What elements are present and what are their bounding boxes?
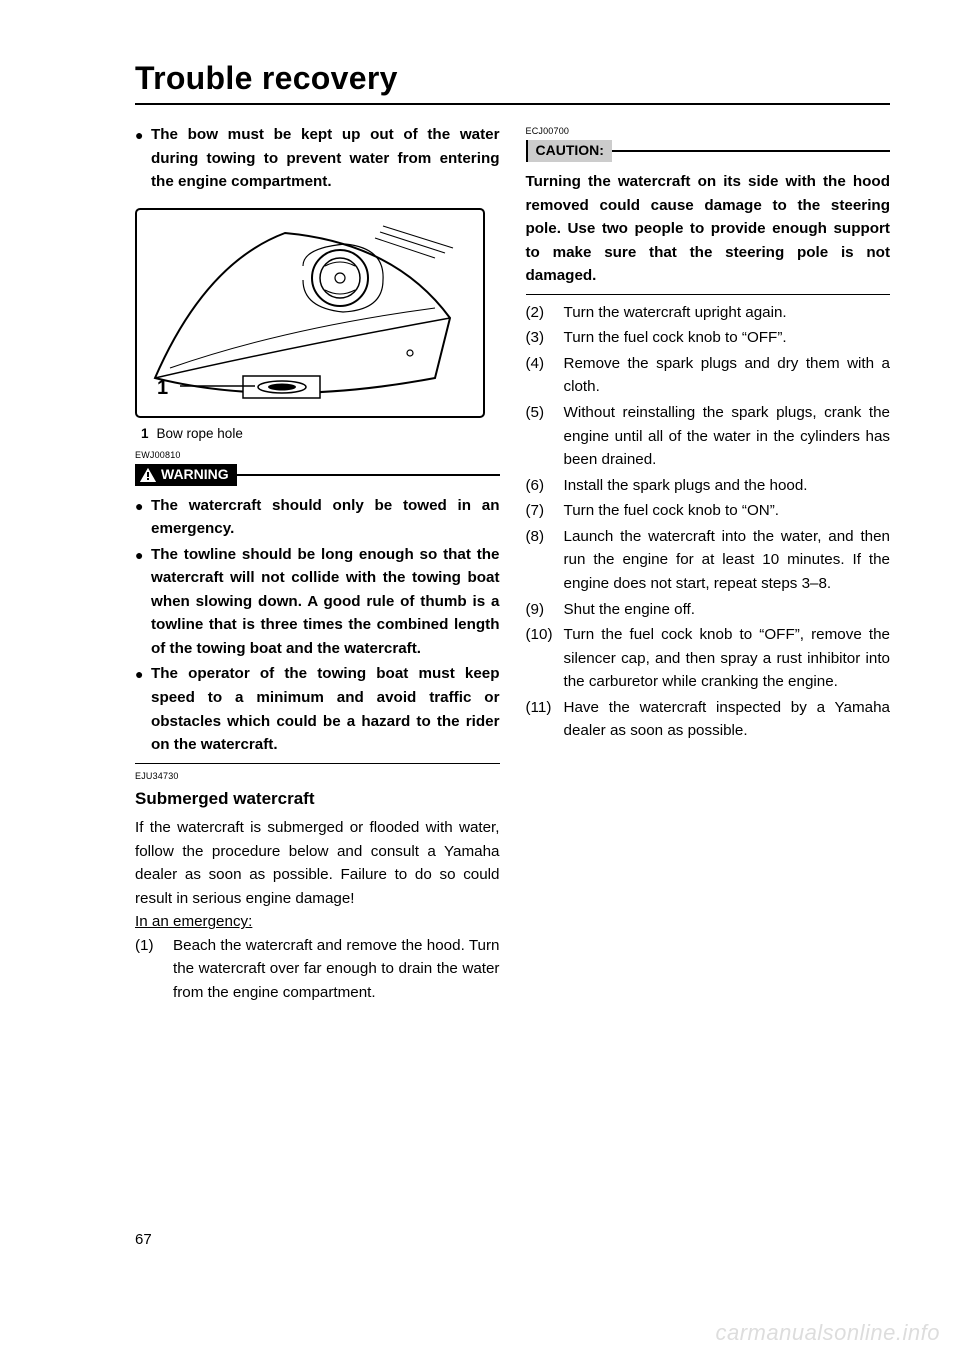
page-number: 67 bbox=[135, 1231, 152, 1248]
top-bullet-text: The bow must be kept up out of the water… bbox=[151, 123, 500, 194]
step-2-num: (2) bbox=[526, 301, 564, 325]
caution-bar: CAUTION: bbox=[526, 140, 891, 162]
step-11: (11) Have the watercraft inspected by a … bbox=[526, 696, 891, 743]
warning-code: EWJ00810 bbox=[135, 449, 500, 463]
step-10-text: Turn the fuel cock knob to “OFF”, remove… bbox=[564, 623, 891, 694]
step-11-num: (11) bbox=[526, 696, 564, 743]
step-10-num: (10) bbox=[526, 623, 564, 694]
warning-label-text: WARNING bbox=[161, 464, 229, 486]
step-8-text: Launch the watercraft into the water, an… bbox=[564, 525, 891, 596]
warning-rule bbox=[237, 474, 500, 476]
step-7-num: (7) bbox=[526, 499, 564, 523]
step-4-text: Remove the spark plugs and dry them with… bbox=[564, 352, 891, 399]
warning-bullet-3-text: The operator of the towing boat must kee… bbox=[151, 662, 500, 756]
step-5-text: Without reinstalling the spark plugs, cr… bbox=[564, 401, 891, 472]
step-3-text: Turn the fuel cock knob to “OFF”. bbox=[564, 326, 891, 350]
page-title: Trouble recovery bbox=[135, 60, 890, 97]
step-11-text: Have the watercraft inspected by a Yamah… bbox=[564, 696, 891, 743]
caution-end-rule bbox=[526, 294, 891, 295]
warning-triangle-icon bbox=[139, 467, 157, 483]
caution-rule bbox=[612, 150, 890, 152]
step-7-text: Turn the fuel cock knob to “ON”. bbox=[564, 499, 891, 523]
step-2-text: Turn the watercraft upright again. bbox=[564, 301, 891, 325]
svg-text:1: 1 bbox=[157, 377, 168, 399]
step-4-num: (4) bbox=[526, 352, 564, 399]
bow-diagram-svg: 1 bbox=[135, 208, 485, 418]
caution-label-text: CAUTION: bbox=[536, 140, 604, 162]
warning-label: WARNING bbox=[135, 464, 237, 486]
subsection-heading: Submerged watercraft bbox=[135, 786, 500, 812]
step-1-text: Beach the watercraft and remove the hood… bbox=[173, 934, 500, 1005]
warning-end-rule bbox=[135, 763, 500, 764]
left-column: ● The bow must be kept up out of the wat… bbox=[135, 123, 500, 1007]
right-column: ECJ00700 CAUTION: Turning the watercraft… bbox=[526, 123, 891, 1007]
step-4: (4) Remove the spark plugs and dry them … bbox=[526, 352, 891, 399]
caution-code: ECJ00700 bbox=[526, 125, 891, 139]
step-9-num: (9) bbox=[526, 598, 564, 622]
bullet-icon: ● bbox=[135, 123, 151, 194]
emergency-label: In an emergency: bbox=[135, 910, 500, 934]
step-1: (1) Beach the watercraft and remove the … bbox=[135, 934, 500, 1005]
watermark: carmanualsonline.info bbox=[715, 1320, 940, 1346]
warning-bullet-1: ● The watercraft should only be towed in… bbox=[135, 494, 500, 541]
bullet-icon: ● bbox=[135, 543, 151, 661]
warning-bullet-2-text: The towline should be long enough so tha… bbox=[151, 543, 500, 661]
bullet-icon: ● bbox=[135, 494, 151, 541]
warning-bar: WARNING bbox=[135, 464, 500, 486]
step-9-text: Shut the engine off. bbox=[564, 598, 891, 622]
figure-caption: 1 Bow rope hole bbox=[141, 424, 500, 445]
caution-body: Turning the watercraft on its side with … bbox=[526, 170, 891, 288]
figure-caption-label: Bow rope hole bbox=[157, 424, 243, 445]
step-6-text: Install the spark plugs and the hood. bbox=[564, 474, 891, 498]
step-2: (2) Turn the watercraft upright again. bbox=[526, 301, 891, 325]
subsection-paragraph: If the watercraft is submerged or floode… bbox=[135, 816, 500, 910]
step-5: (5) Without reinstalling the spark plugs… bbox=[526, 401, 891, 472]
warning-bullet-3: ● The operator of the towing boat must k… bbox=[135, 662, 500, 756]
step-5-num: (5) bbox=[526, 401, 564, 472]
step-6: (6) Install the spark plugs and the hood… bbox=[526, 474, 891, 498]
step-1-num: (1) bbox=[135, 934, 173, 1005]
step-3-num: (3) bbox=[526, 326, 564, 350]
bullet-icon: ● bbox=[135, 662, 151, 756]
figure-caption-number: 1 bbox=[141, 424, 149, 445]
step-6-num: (6) bbox=[526, 474, 564, 498]
step-9: (9) Shut the engine off. bbox=[526, 598, 891, 622]
title-area: Trouble recovery bbox=[135, 60, 890, 105]
content-columns: ● The bow must be kept up out of the wat… bbox=[135, 123, 890, 1007]
warning-bullet-1-text: The watercraft should only be towed in a… bbox=[151, 494, 500, 541]
step-8-num: (8) bbox=[526, 525, 564, 596]
subsection-code: EJU34730 bbox=[135, 770, 500, 784]
step-10: (10) Turn the fuel cock knob to “OFF”, r… bbox=[526, 623, 891, 694]
manual-page: Trouble recovery ● The bow must be kept … bbox=[0, 0, 960, 1358]
caution-label: CAUTION: bbox=[526, 140, 612, 162]
figure-bow-rope-hole: 1 bbox=[135, 208, 500, 418]
step-7: (7) Turn the fuel cock knob to “ON”. bbox=[526, 499, 891, 523]
top-bullet: ● The bow must be kept up out of the wat… bbox=[135, 123, 500, 194]
step-3: (3) Turn the fuel cock knob to “OFF”. bbox=[526, 326, 891, 350]
warning-bullet-2: ● The towline should be long enough so t… bbox=[135, 543, 500, 661]
step-8: (8) Launch the watercraft into the water… bbox=[526, 525, 891, 596]
